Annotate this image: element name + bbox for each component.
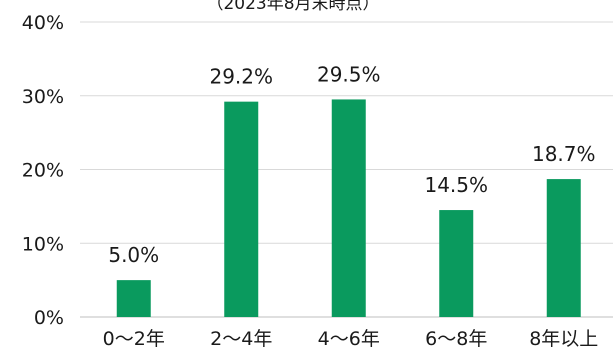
x-tick-label-2: 4～6年 [318, 328, 380, 350]
y-tick-label-40: 40% [22, 12, 64, 34]
x-axis-ticks: 0～2年 2～4年 4～6年 6～8年 8年以上 [103, 328, 599, 350]
y-tick-label-0: 0% [34, 307, 64, 329]
bar-2 [331, 99, 366, 317]
bar-4 [546, 179, 581, 317]
bars [116, 99, 581, 318]
chart-subtitle: （2023年8月末時点） [206, 0, 379, 14]
y-tick-label-20: 20% [22, 160, 64, 182]
x-tick-label-3: 6～8年 [425, 328, 487, 350]
y-tick-label-10: 10% [22, 233, 64, 255]
x-tick-label-4: 8年以上 [529, 328, 598, 350]
y-tick-label-30: 30% [22, 86, 64, 108]
data-label-4: 18.7% [532, 142, 596, 166]
data-labels: 5.0% 29.2% 29.5% 14.5% 18.7% [108, 62, 595, 267]
bar-1 [224, 101, 259, 318]
data-label-2: 29.5% [317, 62, 381, 86]
x-tick-label-1: 2～4年 [210, 328, 272, 350]
bar-0 [116, 280, 151, 317]
x-tick-label-0: 0～2年 [103, 328, 165, 350]
data-label-0: 5.0% [108, 243, 159, 267]
bar-3 [439, 210, 474, 317]
y-axis-ticks: 0% 10% 20% 30% 40% [22, 12, 64, 329]
data-label-1: 29.2% [209, 65, 273, 89]
data-label-3: 14.5% [424, 173, 488, 197]
